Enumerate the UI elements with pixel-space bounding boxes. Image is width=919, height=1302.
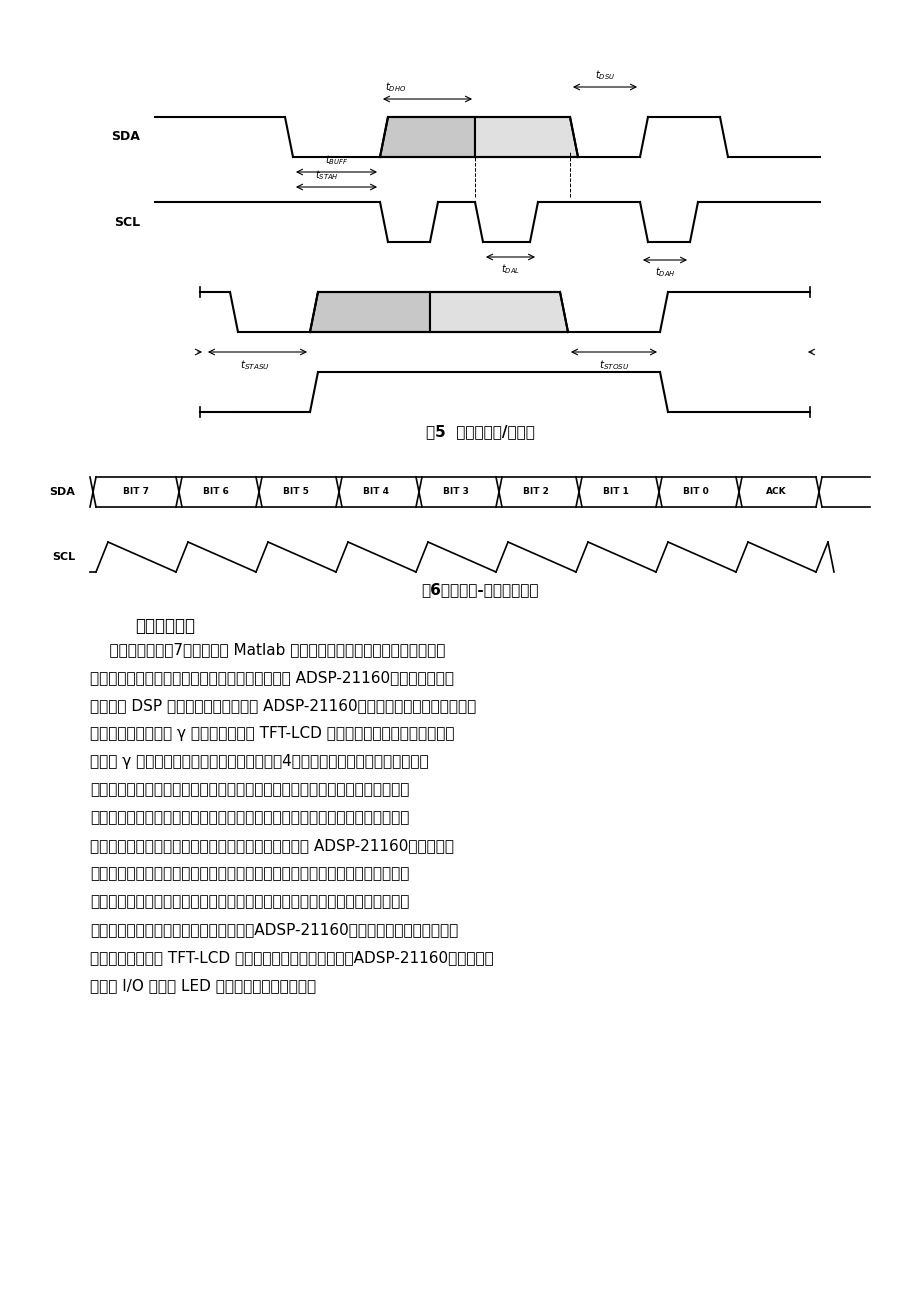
Text: SDA: SDA bbox=[49, 487, 75, 497]
Text: 图像翻转、停滞等特技。最后进行数字时基校正，主要用于校正视频信号中行、: 图像翻转、停滞等特技。最后进行数字时基校正，主要用于校正视频信号中行、 bbox=[90, 866, 409, 881]
Text: 系统软件实现: 系统软件实现 bbox=[135, 617, 195, 635]
Polygon shape bbox=[474, 117, 577, 158]
Text: 图5  串行端口读/写时序: 图5 串行端口读/写时序 bbox=[425, 424, 534, 440]
Text: SCL: SCL bbox=[114, 216, 140, 228]
Polygon shape bbox=[380, 117, 474, 158]
Text: 或不连续。除了以上所述主要功能以外，ADSP-21160还根据时序控制信号，为灰: 或不连续。除了以上所述主要功能以外，ADSP-21160还根据时序控制信号，为灰 bbox=[90, 922, 458, 937]
Text: $t_{DAL}$: $t_{DAL}$ bbox=[501, 262, 519, 276]
Text: 场同步信号时基误差，使存储器最终输出数据能严格对齐，而不会出现信息重叠: 场同步信号时基误差，使存储器最终输出数据能严格对齐，而不会出现信息重叠 bbox=[90, 894, 409, 909]
Text: BIT 4: BIT 4 bbox=[363, 487, 389, 496]
Text: $t_{STAH}$: $t_{STAH}$ bbox=[314, 168, 338, 182]
Text: BIT 2: BIT 2 bbox=[523, 487, 549, 496]
Text: 得到所需矫正后值，然后暂存等待下一步处理。系统还可以根据视频信号特点和: 得到所需矫正后值，然后暂存等待下一步处理。系统还可以根据视频信号特点和 bbox=[90, 783, 409, 797]
Text: BIT 7: BIT 7 bbox=[123, 487, 149, 496]
Text: 过调整 γ 值，以调节显示效果到最佳。再如图4所示，对先前预存文件进行查表，: 过调整 γ 值，以调节显示效果到最佳。再如图4所示，对先前预存文件进行查表， bbox=[90, 754, 428, 769]
Text: SCL: SCL bbox=[51, 552, 75, 562]
Text: ACK: ACK bbox=[765, 487, 786, 496]
Text: $t_{STASU}$: $t_{STASU}$ bbox=[240, 358, 269, 372]
Text: 比度调节等。这些操作可由用户需求选择性使用。利用 ADSP-21160还可以实现: 比度调节等。这些操作可由用户需求选择性使用。利用 ADSP-21160还可以实现 bbox=[90, 838, 453, 853]
Text: BIT 1: BIT 1 bbox=[603, 487, 629, 496]
Text: 式存储，供时序调用。系统上电开始，首先要完成 ADSP-21160一系列寄存器设: 式存储，供时序调用。系统上电开始，首先要完成 ADSP-21160一系列寄存器设 bbox=[90, 671, 453, 685]
Text: 度电压产生电路和 TFT-LCD 屏提供必要控制信号。另外，ADSP-21160还能设置驱: 度电压产生电路和 TFT-LCD 屏提供必要控制信号。另外，ADSP-21160… bbox=[90, 950, 494, 965]
Polygon shape bbox=[429, 292, 567, 332]
Text: 用户需要完成一些图像优化和特技，如二维数字滤波、轮廓校正、增益调整、对: 用户需要完成一些图像优化和特技，如二维数字滤波、轮廓校正、增益调整、对 bbox=[90, 810, 409, 825]
Text: 置，以使 DSP 能正确有效地工作。当 ADSP-21160接收到有效视频信号以后，根: 置，以使 DSP 能正确有效地工作。当 ADSP-21160接收到有效视频信号以… bbox=[90, 698, 476, 713]
Text: $t_{DHO}$: $t_{DHO}$ bbox=[384, 81, 406, 94]
Text: $t_{DAH}$: $t_{DAH}$ bbox=[654, 266, 675, 279]
Text: $t_{BUFF}$: $t_{BUFF}$ bbox=[324, 154, 347, 167]
Text: BIT 3: BIT 3 bbox=[443, 487, 469, 496]
Text: 图6串行接口-典型字节传送: 图6串行接口-典型字节传送 bbox=[421, 582, 539, 598]
Text: 在软件设计如图7所示，采用 Matlab 软件计算出校正值，并以查找表文件形: 在软件设计如图7所示，采用 Matlab 软件计算出校正值，并以查找表文件形 bbox=[90, 642, 445, 658]
Text: BIT 6: BIT 6 bbox=[203, 487, 229, 496]
Text: SDA: SDA bbox=[111, 130, 140, 143]
Text: 据外部控制信息确定 γ 值。为适应不同 TFT-LCD 屏对视频信号显示，系统可以通: 据外部控制信息确定 γ 值。为适应不同 TFT-LCD 屏对视频信号显示，系统可… bbox=[90, 727, 454, 741]
Text: 动通用 I/O 脚配置 LED 灯，显示系统工作状态。: 动通用 I/O 脚配置 LED 灯，显示系统工作状态。 bbox=[90, 978, 316, 993]
Polygon shape bbox=[310, 292, 429, 332]
Text: BIT 0: BIT 0 bbox=[683, 487, 709, 496]
Text: BIT 5: BIT 5 bbox=[283, 487, 309, 496]
Text: $t_{STOSU}$: $t_{STOSU}$ bbox=[598, 358, 629, 372]
Text: $t_{DSU}$: $t_{DSU}$ bbox=[595, 68, 615, 82]
